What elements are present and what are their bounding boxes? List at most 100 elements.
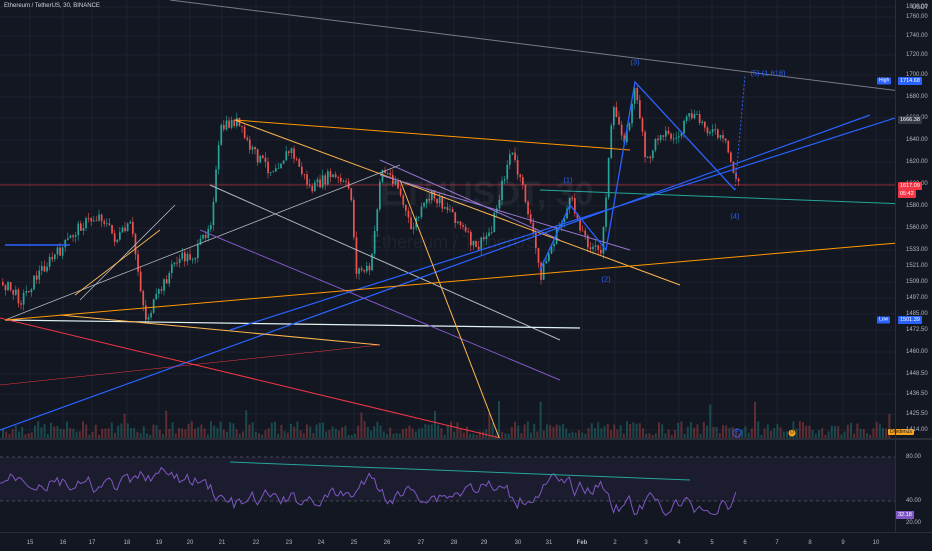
candle-body xyxy=(457,221,459,223)
candle-body xyxy=(592,246,594,250)
candle-body xyxy=(345,181,347,182)
candle-body xyxy=(327,171,329,185)
price-chart[interactable] xyxy=(0,0,895,438)
rsi-axis[interactable]: 80.00 40.00 32.18 20.00 xyxy=(895,440,932,532)
volume-bar xyxy=(584,433,587,438)
candle-body xyxy=(441,197,444,209)
candle-body xyxy=(165,279,168,284)
volume-bar xyxy=(757,421,760,438)
candle-body xyxy=(262,155,264,158)
candle-body xyxy=(717,129,719,138)
candle-body xyxy=(506,164,509,180)
time-label: 26 xyxy=(383,540,391,546)
volume-bar xyxy=(197,427,200,438)
volume-bar xyxy=(107,428,110,438)
wave-label-1[interactable]: (1) xyxy=(563,175,573,185)
candle-body xyxy=(197,244,199,259)
candle-body xyxy=(124,227,126,232)
trend-line xyxy=(234,119,631,151)
earnings-event-icon[interactable]: E xyxy=(732,428,742,438)
time-label: 8 xyxy=(808,540,812,546)
time-label: 22 xyxy=(252,540,260,546)
candle-body xyxy=(649,156,652,159)
candle-body xyxy=(210,225,212,230)
candle-body xyxy=(475,240,477,247)
candle-body xyxy=(727,140,730,153)
candle-body xyxy=(683,120,685,134)
rsi-band xyxy=(0,457,895,501)
volume-bar xyxy=(450,421,452,438)
volume-bar xyxy=(56,425,59,438)
volume-bar xyxy=(434,411,436,438)
candle-body xyxy=(108,223,111,225)
dividend-label[interactable]: Dividends xyxy=(888,429,914,435)
volume-bar xyxy=(370,430,372,438)
candle-body xyxy=(451,209,454,213)
time-label: 25 xyxy=(350,540,358,546)
candle-body xyxy=(160,289,163,291)
volume-bar xyxy=(795,428,798,438)
volume-bar xyxy=(693,427,696,438)
candle-body xyxy=(550,246,553,254)
candle-body xyxy=(103,221,106,224)
candle-body xyxy=(194,258,197,260)
wave-label-4[interactable]: (4) xyxy=(730,211,740,221)
volume-bar xyxy=(395,432,398,438)
volume-bar xyxy=(664,433,667,438)
volume-bar xyxy=(174,433,177,438)
candle-body xyxy=(623,135,626,143)
volume-bar xyxy=(494,434,497,438)
volume-bar xyxy=(805,425,808,438)
candle-body xyxy=(225,120,228,130)
candle-body xyxy=(111,224,113,234)
volume-bar xyxy=(456,422,459,438)
volume-bar xyxy=(229,422,232,438)
volume-bar xyxy=(5,431,8,438)
candle-body xyxy=(321,175,324,188)
candle-body xyxy=(145,305,147,320)
trend-line xyxy=(199,229,561,381)
volume-bar xyxy=(315,424,318,438)
time-axis[interactable]: 15 16 17 18 19 20 21 22 23 24 25 26 27 28 29 30 31 Feb 2 3 4… xyxy=(0,532,932,551)
candle-body xyxy=(150,312,152,318)
volume-bar xyxy=(440,428,443,438)
candle-body xyxy=(706,127,709,134)
trend-line xyxy=(539,189,895,205)
candle-body xyxy=(228,120,230,128)
trend-line xyxy=(74,229,161,296)
time-label: 10 xyxy=(872,540,880,546)
volume-bar xyxy=(302,433,305,438)
volume-bar xyxy=(744,426,747,438)
volume-bar xyxy=(123,413,126,438)
candle-body xyxy=(72,235,74,237)
trend-line xyxy=(379,174,631,251)
volume-bar xyxy=(264,430,267,438)
trend-line xyxy=(234,119,681,286)
wave-label-5[interactable]: (5) (1.618) xyxy=(750,68,786,78)
price-tick: 1740.00 xyxy=(906,33,928,39)
pane-separator[interactable] xyxy=(0,438,932,440)
volume-bar xyxy=(18,431,20,438)
volume-bar xyxy=(168,428,171,438)
candle-body xyxy=(243,126,246,138)
rsi-chart[interactable] xyxy=(0,440,895,532)
price-axis[interactable]: USDT 1800.00 1760.00 1740.00 1720.00 1700.00… xyxy=(877,0,932,438)
volume-bar xyxy=(846,424,849,438)
volume-bar xyxy=(235,429,238,438)
candle-body xyxy=(147,317,150,320)
projection-line xyxy=(734,74,746,191)
volume-bar xyxy=(152,424,155,438)
volume-bar xyxy=(43,424,46,438)
candle-body xyxy=(64,239,67,248)
volume-bar xyxy=(574,432,577,438)
wave-label-2[interactable]: (2) xyxy=(601,274,611,284)
dividend-event-icon[interactable]: D xyxy=(788,429,796,437)
chart-title[interactable]: Ethereum / TetherUS, 30, BINANCE xyxy=(4,3,100,9)
candle-body xyxy=(87,218,90,219)
wave-label-3[interactable]: (3) xyxy=(630,57,640,67)
candle-body xyxy=(15,289,17,295)
candle-body xyxy=(691,113,693,119)
candle-body xyxy=(501,180,503,201)
volume-bar xyxy=(408,425,411,438)
